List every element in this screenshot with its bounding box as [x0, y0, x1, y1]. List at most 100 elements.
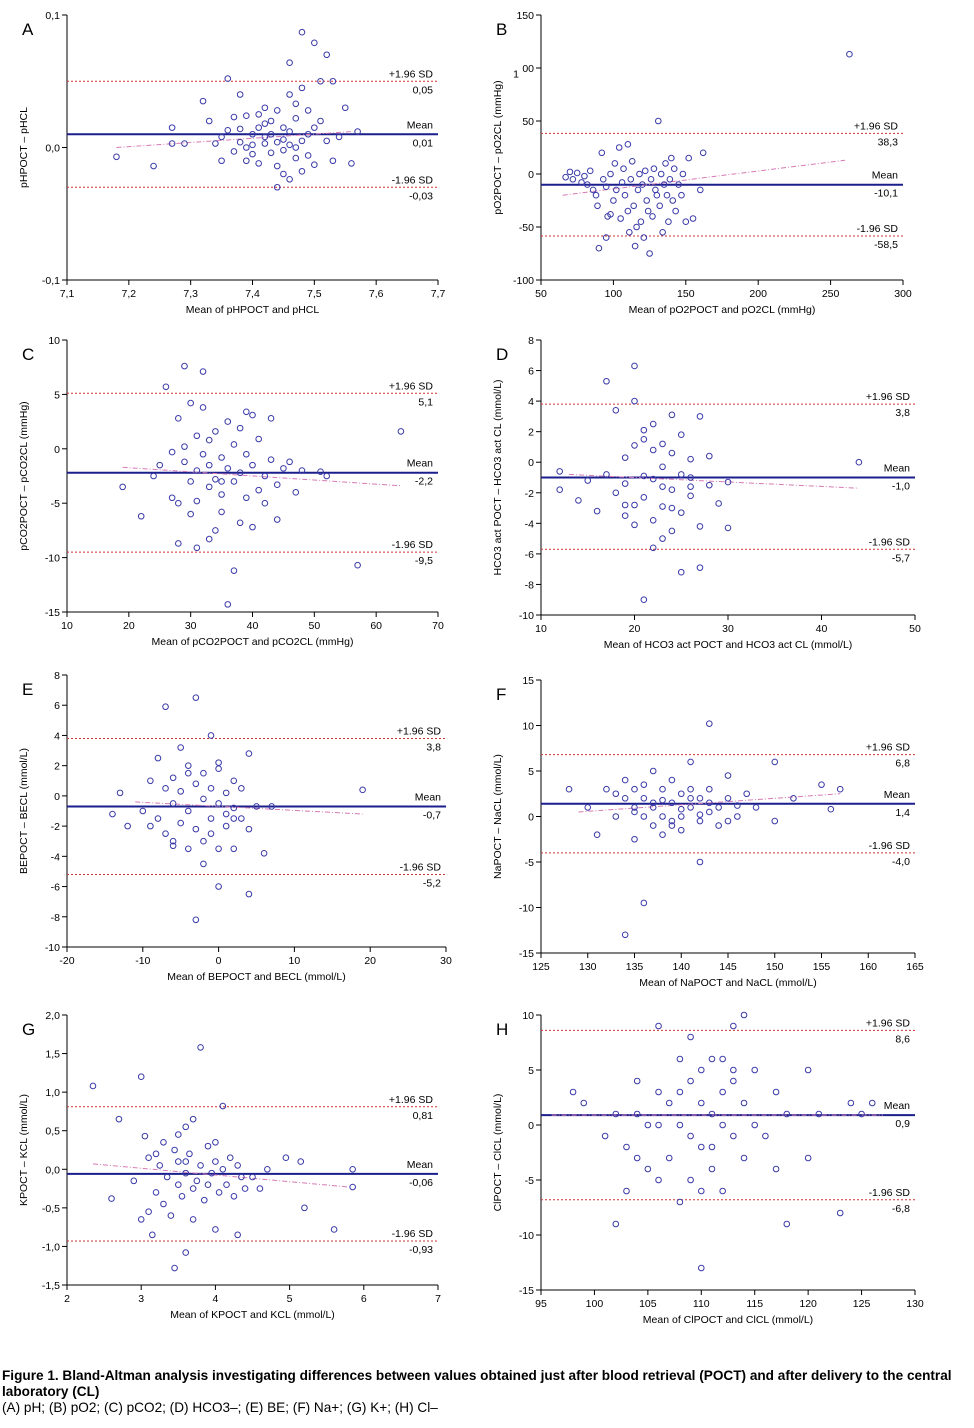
- data-point: [612, 1110, 620, 1118]
- data-point: [655, 1176, 662, 1184]
- data-point: [631, 521, 638, 529]
- data-point: [348, 160, 355, 167]
- data-point: [715, 500, 722, 507]
- data-point: [255, 486, 262, 494]
- x-tick-label: 105: [639, 1298, 657, 1310]
- data-point: [652, 186, 659, 194]
- mean-value: 0,9: [895, 1118, 910, 1130]
- lower-limit-label: -1.96 SD: [392, 1228, 434, 1240]
- data-point: [706, 481, 713, 489]
- regression-line: [569, 473, 859, 489]
- data-point: [298, 467, 306, 474]
- data-point: [612, 790, 620, 798]
- data-point: [145, 1208, 152, 1216]
- upper-limit-label: +1.96 SD: [397, 725, 441, 737]
- x-tick-label: 3: [138, 1293, 144, 1305]
- data-point: [623, 1143, 630, 1151]
- y-tick-label: 0: [54, 791, 60, 803]
- data-point: [218, 478, 225, 485]
- upper-limit-value: 8,6: [895, 1033, 910, 1045]
- data-point: [236, 424, 244, 432]
- x-tick-label: 7,4: [245, 288, 260, 300]
- lower-limit-label: -1.96 SD: [869, 536, 911, 548]
- y-tick-label: -2: [51, 821, 60, 833]
- y-tick-label: 2: [54, 761, 60, 773]
- data-point: [230, 441, 238, 448]
- data-point: [640, 436, 648, 443]
- data-point: [207, 785, 215, 792]
- x-tick-label: 120: [799, 1298, 817, 1310]
- data-point: [264, 1165, 271, 1173]
- lower-limit-label: -1.96 SD: [869, 840, 911, 852]
- y-tick-label: -8: [525, 579, 534, 591]
- data-point: [708, 1110, 716, 1118]
- data-point: [771, 758, 779, 766]
- data-point: [631, 442, 638, 449]
- data-point: [628, 157, 636, 165]
- data-point: [610, 197, 617, 204]
- data-point: [193, 497, 201, 505]
- data-point: [253, 803, 260, 810]
- data-point: [584, 181, 591, 188]
- data-point: [230, 845, 238, 853]
- data-point: [696, 795, 704, 802]
- data-point: [219, 1165, 227, 1173]
- data-point: [205, 461, 213, 469]
- data-point: [668, 817, 676, 825]
- data-point: [646, 250, 653, 257]
- y-tick-label: -8: [51, 912, 60, 924]
- x-tick-label: 160: [859, 961, 877, 973]
- data-point: [181, 362, 188, 370]
- panel-f: F 125 130 135 140 145 150 155 160 165 -15 -10 -5 0 5 10…: [492, 675, 924, 989]
- data-point: [594, 202, 601, 210]
- data-point: [329, 77, 337, 85]
- data-point: [89, 1082, 97, 1090]
- data-point: [359, 786, 366, 794]
- data-point: [631, 397, 638, 405]
- upper-limit-label: +1.96 SD: [389, 1094, 433, 1106]
- regression-line: [578, 793, 841, 813]
- data-point: [687, 1176, 694, 1184]
- data-point: [636, 170, 643, 178]
- x-tick-label: 50: [308, 620, 320, 632]
- data-point: [687, 1077, 694, 1085]
- data-point: [706, 799, 713, 807]
- data-point: [335, 133, 343, 141]
- data-point: [603, 471, 610, 478]
- data-point: [696, 817, 704, 825]
- data-point: [267, 149, 275, 157]
- data-point: [162, 703, 169, 711]
- bland-altman-figure: A 7,1 7,2 7,3 7,4 7,5 7,6 7,7 -0,1 0,0 0,1 Mean of …: [18, 10, 924, 1326]
- data-point: [607, 210, 614, 218]
- data-point: [621, 512, 629, 519]
- x-tick-label: 20: [364, 955, 376, 967]
- data-point: [200, 860, 207, 868]
- data-point: [243, 112, 250, 119]
- data-point: [329, 157, 337, 165]
- data-point: [230, 567, 238, 574]
- data-point: [154, 815, 162, 822]
- data-point: [280, 124, 287, 131]
- x-tick-label: 10: [61, 620, 73, 632]
- x-tick-label: 150: [766, 961, 784, 973]
- x-axis-title: Mean of pCO2POCT and pCO2CL (mmHg): [152, 636, 354, 648]
- y-tick-label: 1,0: [45, 1087, 60, 1099]
- data-point: [256, 1185, 264, 1192]
- data-point: [212, 428, 219, 435]
- data-point: [280, 146, 287, 154]
- data-point: [154, 754, 162, 762]
- data-point: [219, 1102, 227, 1110]
- x-tick-label: 60: [370, 620, 382, 632]
- mean-value: 1,4: [895, 807, 910, 819]
- regression-line: [135, 801, 363, 815]
- data-point: [236, 519, 244, 527]
- data-point: [649, 446, 657, 454]
- data-point: [323, 51, 331, 59]
- x-tick-label: 20: [629, 623, 641, 635]
- data-point: [212, 1158, 219, 1165]
- data-point: [677, 826, 685, 834]
- data-point: [175, 499, 182, 507]
- data-point: [222, 789, 230, 797]
- mean-value: -0,7: [423, 809, 441, 821]
- y-tick-label: -15: [519, 1285, 534, 1297]
